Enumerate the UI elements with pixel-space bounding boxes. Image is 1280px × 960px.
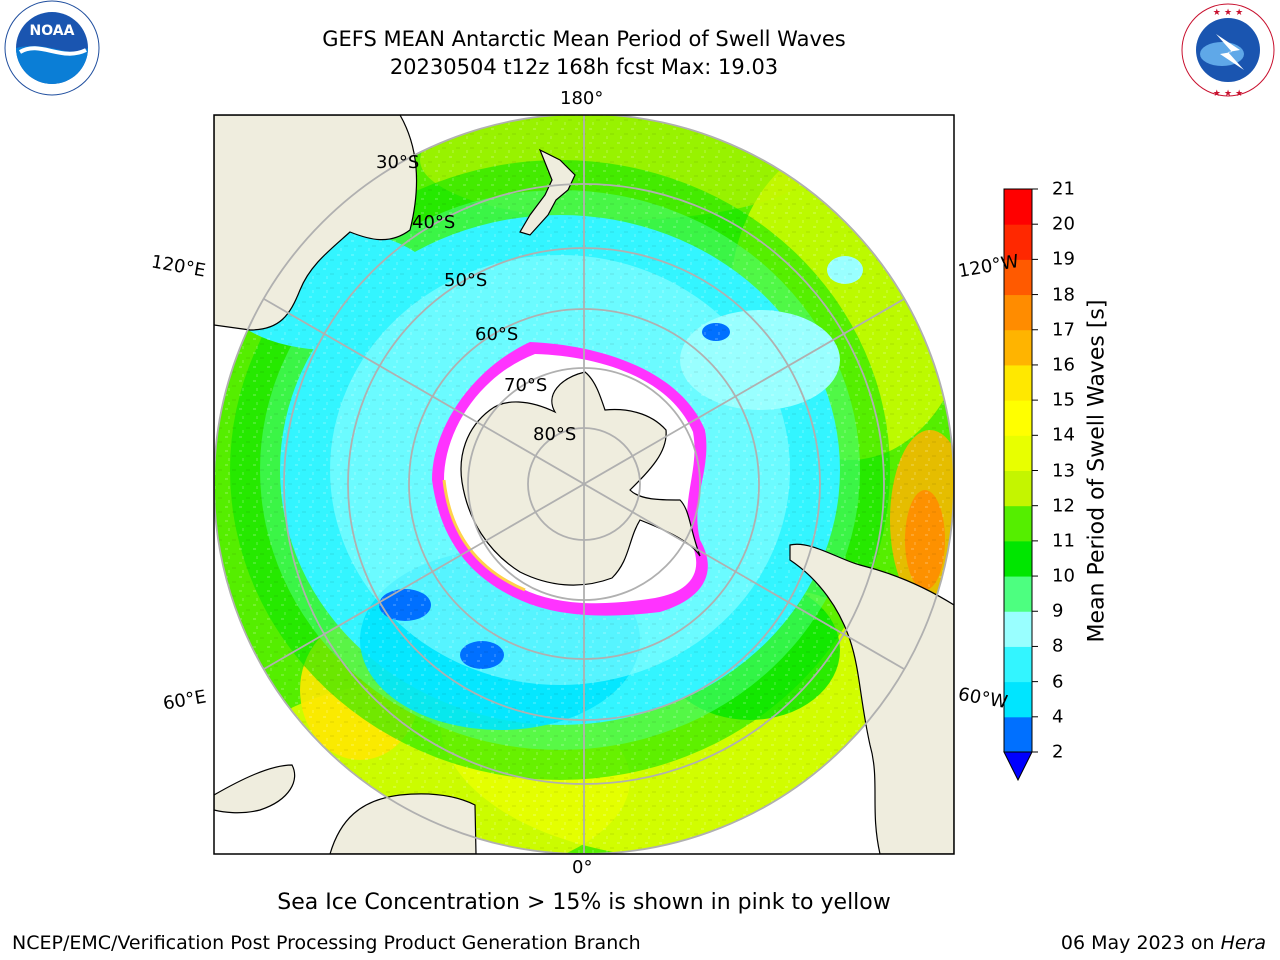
lat-label-40s: 40°S <box>412 212 456 233</box>
colorbar-tick-label: 18 <box>1052 284 1075 306</box>
svg-text:★ ★ ★: ★ ★ ★ <box>1213 89 1243 99</box>
colorbar-segment <box>1004 681 1032 718</box>
colorbar-tick-label: 4 <box>1052 706 1064 728</box>
colorbar-under-arrow <box>1003 751 1033 782</box>
colorbar-tick-label: 16 <box>1052 354 1075 376</box>
colorbar-tick-label: 8 <box>1052 635 1064 657</box>
colorbar-segment <box>1004 716 1032 753</box>
colorbar-title: Mean Period of Swell Waves [s] <box>1084 299 1110 643</box>
colorbar-tick-label: 6 <box>1052 671 1064 693</box>
noaa-logo: NOAA <box>4 0 100 96</box>
colorbar-segment <box>1004 224 1032 260</box>
australia <box>214 115 418 331</box>
colorbar-segment <box>1004 576 1032 612</box>
colorbar <box>1003 188 1038 782</box>
graticule <box>214 115 954 854</box>
colorbar-tick-label: 12 <box>1052 495 1075 517</box>
antarctica <box>460 371 701 586</box>
colorbar-tick-label: 2 <box>1052 741 1064 763</box>
colorbar-segment <box>1004 329 1032 366</box>
svg-text:★ ★ ★: ★ ★ ★ <box>1213 8 1243 18</box>
lon-label-0: 0° <box>572 857 593 878</box>
map-frame <box>213 114 955 855</box>
footer-host: Hera <box>1220 932 1266 954</box>
colorbar-tick-label: 19 <box>1052 248 1075 270</box>
colorbar-tick-label: 17 <box>1052 319 1075 341</box>
footer-date: 06 May 2023 on Hera <box>1061 932 1266 954</box>
colorbar-segment <box>1004 435 1032 471</box>
colorbar-tick-label: 21 <box>1052 178 1075 200</box>
footer-credit: NCEP/EMC/Verification Post Processing Pr… <box>12 932 641 954</box>
colorbar-segment <box>1004 611 1032 647</box>
colorbar-segment <box>1004 364 1032 401</box>
colorbar-segment <box>1004 294 1032 331</box>
lat-label-70s: 70°S <box>504 375 548 396</box>
south-america <box>789 543 954 854</box>
map-title: GEFS MEAN Antarctic Mean Period of Swell… <box>322 27 846 51</box>
africa <box>329 793 477 854</box>
colorbar-segment <box>1004 259 1032 296</box>
sea-ice-caption: Sea Ice Concentration > 15% is shown in … <box>277 890 891 915</box>
map-subtitle: 20230504 t12z 168h fcst Max: 19.03 <box>389 55 779 79</box>
colorbar-segment <box>1004 505 1032 542</box>
madagascar <box>214 764 296 814</box>
nws-logo: ★ ★ ★ ★ ★ ★ <box>1181 3 1275 99</box>
lat-label-80s: 80°S <box>533 424 577 445</box>
colorbar-segment <box>1004 646 1032 683</box>
colorbar-tick-label: 14 <box>1052 424 1075 446</box>
colorbar-segment <box>1004 189 1032 225</box>
colorbar-tick-label: 15 <box>1052 389 1075 411</box>
colorbar-tick-label: 10 <box>1052 565 1075 587</box>
footer-date-text: 06 May 2023 on <box>1060 932 1221 954</box>
lat-label-30s: 30°S <box>376 152 420 173</box>
colorbar-segment <box>1004 470 1032 507</box>
colorbar-segment <box>1004 400 1032 436</box>
lat-label-50s: 50°S <box>444 270 488 291</box>
lat-label-60s: 60°S <box>475 324 519 345</box>
colorbar-segment <box>1004 540 1032 577</box>
lon-label-180: 180° <box>560 88 604 109</box>
noaa-logo-text: NOAA <box>30 23 75 39</box>
colorbar-tick-label: 11 <box>1052 530 1075 552</box>
new-zealand <box>519 148 576 236</box>
colorbar-tick-label: 9 <box>1052 600 1064 622</box>
colorbar-tick-label: 20 <box>1052 213 1075 235</box>
colorbar-tick-label: 13 <box>1052 460 1075 481</box>
